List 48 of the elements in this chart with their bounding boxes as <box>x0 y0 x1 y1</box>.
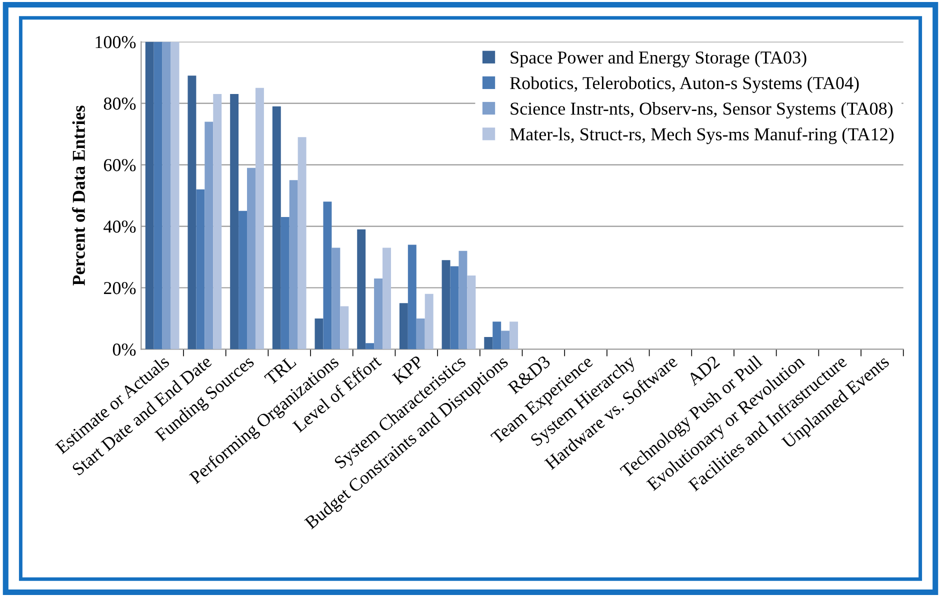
bar <box>366 343 374 350</box>
bar <box>416 318 425 350</box>
y-tick-label: 80% <box>104 98 136 110</box>
bar <box>450 266 459 350</box>
legend-label: Robotics, Telerobotics, Auton-s Systems (TA04) <box>510 76 859 93</box>
bar <box>424 294 434 350</box>
bar <box>196 189 205 350</box>
bar <box>247 168 256 350</box>
bar <box>408 244 416 350</box>
y-tick-label: 100% <box>96 36 136 48</box>
bar <box>289 180 298 350</box>
y-tick-label: 60% <box>104 159 136 172</box>
bar <box>467 275 476 350</box>
bar <box>213 94 222 350</box>
legend-label: Mater-ls, Struct-rs, Mech Sys-ms Manuf-ring (TA12) <box>510 128 894 144</box>
bar <box>230 94 239 350</box>
bar <box>374 278 383 350</box>
bar <box>458 250 468 350</box>
bar <box>145 42 154 350</box>
bar <box>357 229 366 350</box>
y-tick-label: 40% <box>104 220 136 233</box>
bar <box>340 306 349 350</box>
bar <box>501 330 510 350</box>
y-axis-title: Percent of Data Entries <box>72 106 85 286</box>
y-tick-label: 0% <box>112 344 136 356</box>
bar <box>382 248 391 350</box>
bar <box>399 303 408 350</box>
bar <box>332 248 340 350</box>
x-tick-label: AD2 <box>686 355 720 386</box>
legend-label: Science Instr-nts, Observ-ns, Sensor Systems (TA08) <box>510 102 893 118</box>
bar <box>188 76 196 350</box>
bar <box>170 42 180 350</box>
bar <box>314 318 324 350</box>
bar <box>162 42 171 350</box>
bar <box>484 336 493 350</box>
bar <box>154 42 162 350</box>
bar <box>442 260 450 350</box>
bar <box>204 122 214 350</box>
bar <box>323 202 332 350</box>
bar <box>272 106 281 350</box>
bar <box>510 322 518 350</box>
bar <box>280 217 290 350</box>
y-tick-label: 20% <box>104 282 136 294</box>
bar <box>255 88 264 350</box>
bar <box>298 137 306 350</box>
legend-label: Space Power and Energy Storage (TA03) <box>510 50 806 68</box>
bar <box>492 322 502 350</box>
bar <box>238 210 248 350</box>
